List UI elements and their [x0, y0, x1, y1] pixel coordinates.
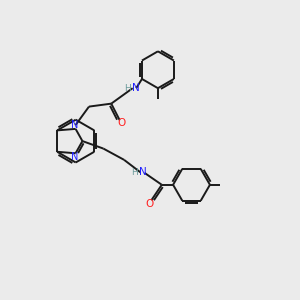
Text: H: H: [124, 84, 131, 93]
Text: N: N: [132, 83, 140, 93]
Text: O: O: [145, 199, 153, 209]
Text: H: H: [131, 168, 138, 177]
Text: N: N: [71, 120, 79, 130]
Text: N: N: [139, 167, 147, 177]
Text: N: N: [71, 152, 79, 162]
Text: O: O: [117, 118, 125, 128]
